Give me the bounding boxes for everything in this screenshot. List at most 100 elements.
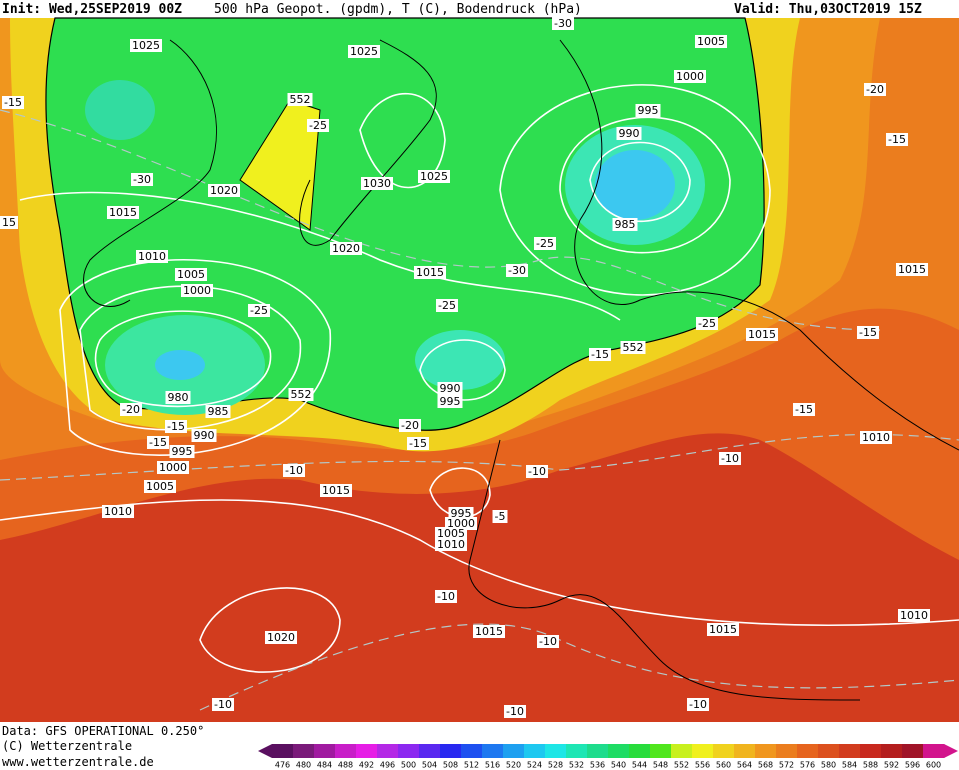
label-box: [620, 341, 646, 354]
label-text: 1005: [146, 480, 174, 493]
label-text: -15: [888, 133, 906, 146]
label-box: [407, 437, 429, 450]
colorbar-label: 588: [863, 761, 878, 770]
colorbar-label: 488: [338, 761, 353, 770]
label-text: -25: [250, 304, 268, 317]
map-label: 1010: [435, 538, 467, 551]
colorbar-swatch: [671, 744, 693, 758]
map-label: 1015: [473, 625, 505, 638]
colorbar-swatch: [461, 744, 483, 758]
label-box: [589, 348, 611, 361]
colorbar-swatch: [293, 744, 315, 758]
map-label: 1015: [896, 263, 928, 276]
label-box: [288, 388, 314, 401]
map-label: -15: [857, 326, 879, 339]
colorbar-label: 520: [506, 761, 521, 770]
label-box: [435, 527, 467, 540]
label-text: 1000: [159, 461, 187, 474]
map-label: 1010: [898, 609, 930, 622]
label-text: 1000: [183, 284, 211, 297]
map-label: 995: [448, 507, 474, 520]
label-text: -15: [149, 436, 167, 449]
colorbar-swatch: [650, 744, 672, 758]
label-text: 995: [451, 507, 472, 520]
label-box: [2, 96, 24, 109]
map-label: 985: [612, 218, 638, 231]
colorbar-label: 504: [422, 761, 437, 770]
label-box: [130, 39, 162, 52]
label-box: [144, 480, 176, 493]
label-text: 985: [208, 405, 229, 418]
map-label: 552: [620, 341, 646, 354]
colorbar-swatch: [692, 744, 714, 758]
map-label: -25: [696, 317, 718, 330]
map-label: 1020: [208, 184, 240, 197]
label-text: 1025: [132, 39, 160, 52]
label-text: 1015: [109, 206, 137, 219]
map-label: 1005: [175, 268, 207, 281]
init-time: Init: Wed,25SEP2019 00Z: [2, 2, 182, 17]
label-text: -10: [689, 698, 707, 711]
map-label: 990: [437, 382, 463, 395]
colorbar-label: 512: [464, 761, 479, 770]
label-box: [330, 242, 362, 255]
colorbar-swatch: [440, 744, 462, 758]
label-text: -10: [285, 464, 303, 477]
label-box: [506, 264, 528, 277]
map-label: 15: [0, 216, 18, 229]
label-text: 1010: [437, 538, 465, 551]
map-label: -30: [506, 264, 528, 277]
map-label: -10: [687, 698, 709, 711]
isobar: [94, 310, 272, 408]
isobar: [0, 499, 959, 626]
map-label: 1000: [157, 461, 189, 474]
label-text: 1025: [350, 45, 378, 58]
colorbar-label: 552: [674, 761, 689, 770]
label-text: 1005: [697, 35, 725, 48]
colorbar-label: 576: [800, 761, 815, 770]
label-box: [165, 420, 187, 433]
map-label: 1015: [746, 328, 778, 341]
map-label: -15: [407, 437, 429, 450]
colorbar-label: 500: [401, 761, 416, 770]
label-box: [534, 237, 556, 250]
map-label: -5: [492, 510, 508, 523]
colorbar-label: 508: [443, 761, 458, 770]
colorbar-swatch: [902, 744, 924, 758]
label-box: [165, 391, 191, 404]
map-label: 552: [288, 388, 314, 401]
map-label: 1025: [130, 39, 162, 52]
label-box: [448, 507, 474, 520]
colorbar-swatch: [797, 744, 819, 758]
label-text: 1015: [709, 623, 737, 636]
colorbar-swatch: [923, 744, 945, 758]
label-text: 1020: [267, 631, 295, 644]
map-label: 995: [169, 445, 195, 458]
label-text: 1015: [748, 328, 776, 341]
map-label: 995: [635, 104, 661, 117]
map-label: -25: [307, 119, 329, 132]
label-box: [169, 445, 195, 458]
isobar: [79, 285, 301, 431]
label-text: -10: [506, 705, 524, 718]
label-text: 990: [619, 127, 640, 140]
isobar: [59, 259, 331, 456]
map-label: 1015: [707, 623, 739, 636]
map-label: 1005: [435, 527, 467, 540]
label-box: [793, 403, 815, 416]
map-label: -10: [212, 698, 234, 711]
label-box: [157, 461, 189, 474]
colorbar-label: 556: [695, 761, 710, 770]
label-box: [191, 429, 217, 442]
map-label: -15: [147, 436, 169, 449]
label-box: [399, 419, 421, 432]
map-label: 995: [437, 395, 463, 408]
colorbar-swatch: [839, 744, 861, 758]
label-text: 1015: [898, 263, 926, 276]
label-box: [212, 698, 234, 711]
label-box: [635, 104, 661, 117]
colorbar-label: 584: [842, 761, 857, 770]
colorbar-label: 496: [380, 761, 395, 770]
